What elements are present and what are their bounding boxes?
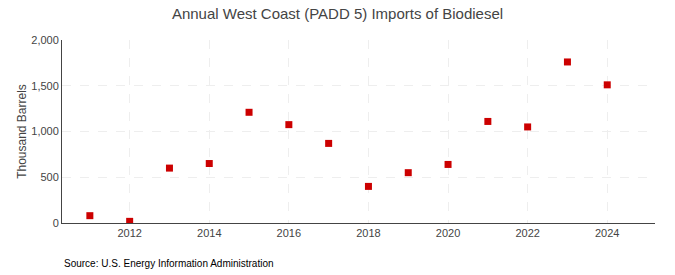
svg-text:1,500: 1,500 — [31, 80, 59, 92]
svg-text:2014: 2014 — [197, 227, 221, 239]
svg-text:Source: U.S. Energy Informatio: Source: U.S. Energy Information Administ… — [64, 258, 274, 269]
svg-text:2016: 2016 — [277, 227, 301, 239]
svg-text:2020: 2020 — [436, 227, 460, 239]
svg-text:2024: 2024 — [595, 227, 619, 239]
svg-text:500: 500 — [40, 171, 58, 183]
svg-text:0: 0 — [53, 217, 59, 229]
svg-text:2,000: 2,000 — [31, 34, 59, 46]
svg-text:2018: 2018 — [356, 227, 380, 239]
svg-text:2022: 2022 — [515, 227, 539, 239]
svg-text:1,000: 1,000 — [31, 125, 59, 137]
svg-text:Thousand Barrels: Thousand Barrels — [15, 84, 29, 179]
svg-text:2012: 2012 — [117, 227, 141, 239]
svg-text:Annual West Coast (PADD 5) Imp: Annual West Coast (PADD 5) Imports of Bi… — [172, 5, 503, 22]
